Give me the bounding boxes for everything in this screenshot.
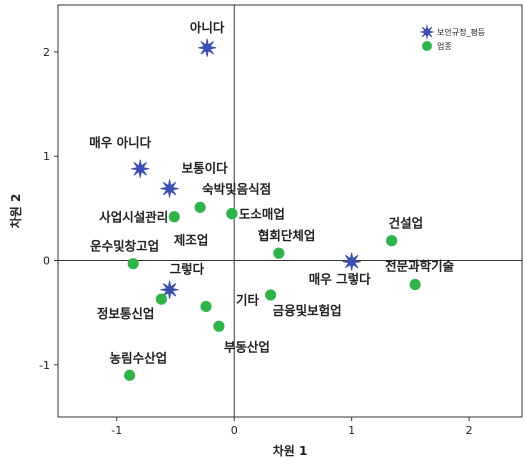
point-label: 보통이다 xyxy=(182,161,229,176)
y-axis-title: 차원 2 xyxy=(8,194,23,229)
y-tick-label: 2 xyxy=(43,46,50,59)
circle-marker xyxy=(155,293,167,305)
circle-marker xyxy=(226,208,238,220)
point-label: 건설업 xyxy=(389,216,424,231)
point-label: 그렇다 xyxy=(170,262,205,277)
x-axis-title: 차원 1 xyxy=(273,443,308,458)
circle-marker xyxy=(409,278,421,291)
star-marker xyxy=(342,252,361,271)
point-label: 기타 xyxy=(236,292,260,307)
plot-area xyxy=(57,4,523,418)
star-marker xyxy=(198,38,217,57)
circle-marker xyxy=(386,235,398,247)
point-label: 농림수산업 xyxy=(110,350,168,365)
point-label: 운수및창고업 xyxy=(90,239,159,254)
point-label: 부동산업 xyxy=(224,339,270,354)
y-tick-label: -1 xyxy=(39,359,50,372)
point-label: 매우 아니다 xyxy=(89,135,151,150)
star-marker xyxy=(160,179,179,198)
x-tick-label: 2 xyxy=(466,424,473,437)
legend-star-icon xyxy=(419,24,435,40)
circle-marker xyxy=(168,211,180,223)
point-label: 사업시설관리 xyxy=(99,210,168,225)
point-label: 전문과학기술 xyxy=(385,259,455,274)
y-tick-label: 0 xyxy=(43,255,50,268)
point-label: 제조업 xyxy=(174,233,209,248)
point-label: 정보통신업 xyxy=(97,306,155,321)
circle-marker xyxy=(273,247,285,259)
point-label: 매우 그렇다 xyxy=(309,272,371,287)
star-marker xyxy=(131,159,150,178)
circle-marker xyxy=(124,369,136,381)
point-label: 숙박및음식점 xyxy=(202,181,271,196)
point-label: 금융및보험업 xyxy=(273,303,342,318)
circle-marker xyxy=(200,300,212,313)
axis-ticks: -1 0 1 2 -1 0 1 2 xyxy=(39,46,473,437)
y-tick-label: 1 xyxy=(43,150,50,163)
x-tick-label: -1 xyxy=(111,424,122,437)
circle-marker xyxy=(194,201,206,213)
circle-marker xyxy=(127,258,139,270)
legend-label: 업종 xyxy=(437,42,452,51)
legend-circle-icon xyxy=(422,41,432,51)
point-label: 협회단체업 xyxy=(258,228,316,243)
x-tick-label: 0 xyxy=(231,424,238,437)
data-marks xyxy=(124,38,421,381)
point-label: 아니다 xyxy=(190,20,225,35)
circle-marker xyxy=(213,320,225,332)
x-tick-label: 1 xyxy=(348,424,355,437)
legend-label: 보안규정_평등 xyxy=(437,27,485,37)
point-label: 도소매업 xyxy=(239,207,285,222)
circle-marker xyxy=(265,289,277,301)
star-marker xyxy=(160,280,179,299)
